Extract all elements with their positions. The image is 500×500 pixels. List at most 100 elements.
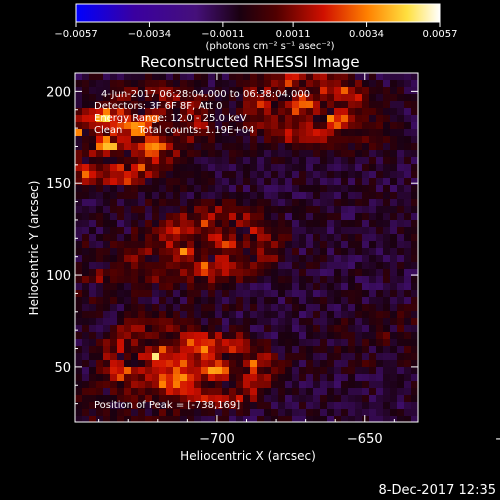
heatmap-pixel: [362, 290, 369, 297]
heatmap-pixel: [341, 178, 348, 185]
heatmap-pixel: [131, 108, 138, 115]
heatmap-pixel: [180, 269, 187, 276]
heatmap-pixel: [103, 171, 110, 178]
heatmap-pixel: [201, 129, 208, 136]
heatmap-pixel: [194, 318, 201, 325]
heatmap-pixel: [320, 360, 327, 367]
heatmap-pixel: [89, 367, 96, 374]
heatmap-pixel: [96, 262, 103, 269]
heatmap-pixel: [320, 353, 327, 360]
heatmap-pixel: [124, 248, 131, 255]
heatmap-pixel: [278, 374, 285, 381]
heatmap-pixel: [194, 227, 201, 234]
heatmap-pixel: [250, 122, 257, 129]
heatmap-image: [75, 73, 418, 422]
heatmap-pixel: [201, 416, 208, 422]
heatmap-pixel: [152, 290, 159, 297]
heatmap-pixel: [187, 290, 194, 297]
heatmap-pixel: [383, 304, 390, 311]
heatmap-pixel: [138, 122, 145, 129]
heatmap-pixel: [75, 213, 82, 220]
heatmap-pixel: [117, 276, 124, 283]
heatmap-pixel: [299, 311, 306, 318]
heatmap-pixel: [362, 388, 369, 395]
heatmap-pixel: [117, 283, 124, 290]
heatmap-pixel: [152, 129, 159, 136]
heatmap-pixel: [82, 367, 89, 374]
heatmap-pixel: [222, 80, 229, 87]
heatmap-pixel: [82, 185, 89, 192]
heatmap-pixel: [222, 199, 229, 206]
heatmap-pixel: [201, 255, 208, 262]
heatmap-pixel: [250, 73, 257, 80]
heatmap-pixel: [278, 164, 285, 171]
heatmap-pixel: [96, 87, 103, 94]
heatmap-pixel: [173, 374, 180, 381]
heatmap-pixel: [82, 115, 89, 122]
heatmap-pixel: [306, 409, 313, 416]
heatmap-pixel: [208, 136, 215, 143]
heatmap-pixel: [306, 367, 313, 374]
heatmap-pixel: [250, 108, 257, 115]
heatmap-pixel: [341, 227, 348, 234]
heatmap-pixel: [89, 192, 96, 199]
x-tick-label: −600: [495, 432, 500, 447]
heatmap-pixel: [89, 129, 96, 136]
heatmap-pixel: [103, 234, 110, 241]
heatmap-pixel: [229, 374, 236, 381]
heatmap-pixel: [264, 199, 271, 206]
heatmap-pixel: [250, 290, 257, 297]
heatmap-pixel: [285, 122, 292, 129]
heatmap-pixel: [194, 325, 201, 332]
heatmap-pixel: [285, 227, 292, 234]
heatmap-pixel: [166, 388, 173, 395]
heatmap-pixel: [411, 108, 418, 115]
heatmap-pixel: [271, 276, 278, 283]
heatmap-pixel: [313, 318, 320, 325]
heatmap-pixel: [376, 255, 383, 262]
heatmap-pixel: [117, 332, 124, 339]
heatmap-pixel: [313, 164, 320, 171]
heatmap-pixel: [180, 136, 187, 143]
heatmap-pixel: [376, 402, 383, 409]
heatmap-pixel: [271, 115, 278, 122]
heatmap-pixel: [131, 395, 138, 402]
heatmap-pixel: [110, 311, 117, 318]
heatmap-pixel: [369, 129, 376, 136]
footer-timestamp: 8-Dec-2017 12:35: [379, 483, 497, 498]
heatmap-pixel: [243, 248, 250, 255]
heatmap-pixel: [250, 136, 257, 143]
heatmap-pixel: [124, 367, 131, 374]
heatmap-pixel: [117, 360, 124, 367]
heatmap-pixel: [222, 367, 229, 374]
heatmap-pixel: [187, 416, 194, 422]
heatmap-pixel: [201, 381, 208, 388]
heatmap-pixel: [215, 150, 222, 157]
heatmap-pixel: [117, 339, 124, 346]
heatmap-pixel: [390, 73, 397, 80]
heatmap-pixel: [397, 234, 404, 241]
heatmap-pixel: [299, 178, 306, 185]
heatmap-pixel: [292, 339, 299, 346]
heatmap-pixel: [411, 374, 418, 381]
heatmap-pixel: [390, 80, 397, 87]
heatmap-pixel: [411, 213, 418, 220]
heatmap-pixel: [152, 192, 159, 199]
heatmap-pixel: [285, 108, 292, 115]
heatmap-pixel: [236, 150, 243, 157]
heatmap-pixel: [124, 178, 131, 185]
heatmap-pixel: [131, 199, 138, 206]
heatmap-pixel: [229, 395, 236, 402]
heatmap-pixel: [236, 395, 243, 402]
heatmap-pixel: [117, 185, 124, 192]
heatmap-pixel: [327, 248, 334, 255]
heatmap-pixel: [411, 290, 418, 297]
heatmap-pixel: [292, 178, 299, 185]
heatmap-pixel: [96, 388, 103, 395]
heatmap-pixel: [82, 101, 89, 108]
heatmap-pixel: [313, 192, 320, 199]
heatmap-pixel: [376, 332, 383, 339]
heatmap-pixel: [173, 192, 180, 199]
heatmap-pixel: [334, 381, 341, 388]
heatmap-pixel: [215, 129, 222, 136]
